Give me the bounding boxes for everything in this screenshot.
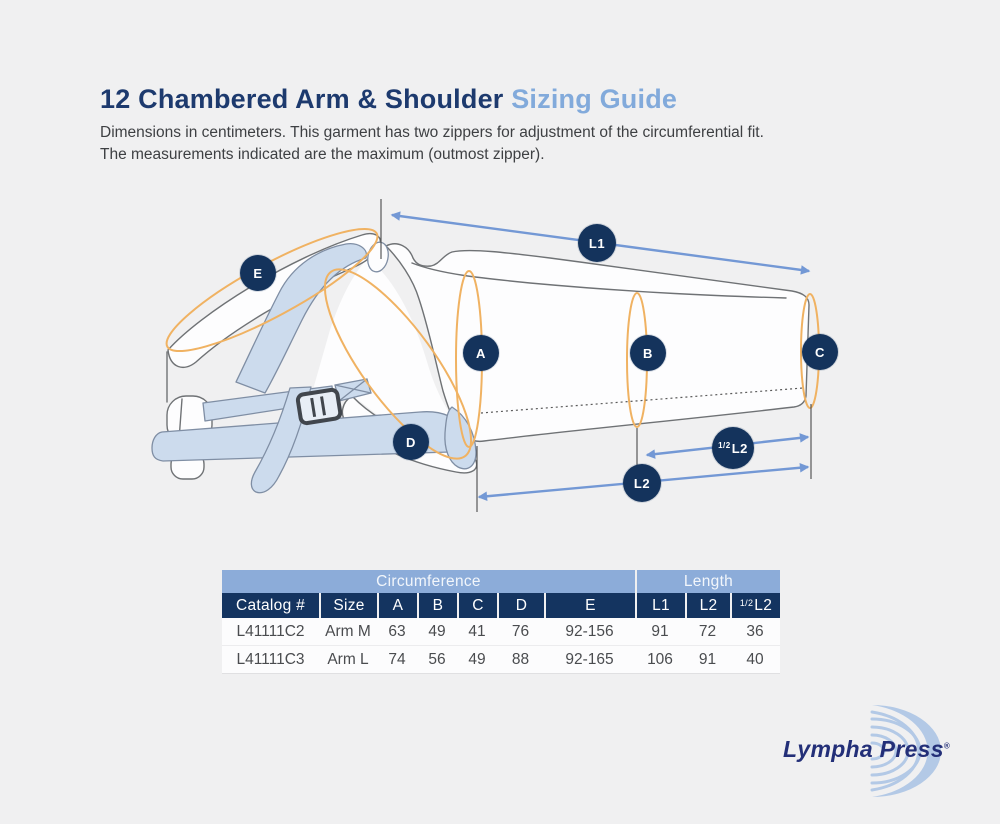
cell-size: Arm L	[319, 645, 377, 673]
lympha-press-logo: Lympha Press®	[780, 700, 970, 800]
badge-b: B	[630, 335, 666, 371]
cell-b: 56	[417, 645, 457, 673]
column-header-size: Size	[319, 593, 377, 618]
shoulder-sling-strap	[235, 243, 368, 394]
column-header-a: A	[377, 593, 417, 618]
page-description: Dimensions in centimeters. This garment …	[100, 122, 764, 166]
cell-c: 41	[457, 618, 497, 645]
garment-front-panel	[312, 258, 470, 448]
badge-half-l2: 1/2 L2	[712, 427, 754, 469]
page-title: 12 Chambered Arm & Shoulder Sizing Guide	[100, 84, 677, 115]
cell-a: 74	[377, 645, 417, 673]
column-header-catalog: Catalog #	[222, 593, 319, 618]
table-body: L41111C2 Arm M 63 49 41 76 92-156 91 72 …	[222, 618, 780, 674]
logo-text: Lympha Press	[783, 736, 944, 762]
cell-c: 49	[457, 645, 497, 673]
cell-l1: 91	[635, 618, 685, 645]
badge-l1: L1	[578, 224, 616, 262]
group-header-length: Length	[635, 570, 780, 593]
column-header-half-l2-sup: 1/2	[739, 597, 754, 608]
strap-buckle	[295, 387, 343, 426]
logo-ripples-icon	[870, 705, 941, 797]
description-line-1: Dimensions in centimeters. This garment …	[100, 124, 764, 141]
strap-end-cross	[334, 378, 372, 402]
column-header-c: C	[457, 593, 497, 618]
sizing-table: Circumference Length Catalog # Size A B …	[222, 570, 780, 674]
cell-e: 92-156	[544, 618, 635, 645]
badge-e: E	[240, 255, 276, 291]
cell-half-l2: 40	[730, 645, 780, 673]
page-title-main: 12 Chambered Arm & Shoulder	[100, 84, 504, 114]
column-header-b: B	[417, 593, 457, 618]
badge-l2-label: L2	[633, 475, 651, 491]
badge-b-label: B	[643, 345, 653, 361]
cell-d: 76	[497, 618, 544, 645]
column-header-l1: L1	[635, 593, 685, 618]
dotted-centerline	[480, 387, 804, 414]
cell-l1: 106	[635, 645, 685, 673]
cell-e: 92-165	[544, 645, 635, 673]
logo-registered-mark: ®	[943, 741, 951, 751]
column-header-e: E	[544, 593, 635, 618]
cell-l2: 91	[685, 645, 730, 673]
cell-half-l2: 36	[730, 618, 780, 645]
badge-e-label: E	[253, 265, 263, 281]
group-header-circumference: Circumference	[222, 570, 635, 593]
cell-b: 49	[417, 618, 457, 645]
column-header-half-l2-label: L2	[754, 596, 773, 614]
logo-wordmark: Lympha Press®	[783, 736, 950, 763]
column-header-d: D	[497, 593, 544, 618]
table-row: L41111C2 Arm M 63 49 41 76 92-156 91 72 …	[222, 618, 780, 645]
badge-a: A	[463, 335, 499, 371]
garment-illustration	[166, 232, 810, 480]
badge-c-label: C	[815, 344, 825, 360]
badge-c: C	[802, 334, 838, 370]
hanging-strap	[250, 386, 312, 494]
table-group-header-row: Circumference Length	[222, 570, 780, 593]
column-header-half-l2: 1/2 L2	[730, 593, 780, 618]
cell-catalog: L41111C2	[222, 618, 319, 645]
badge-half-l2-sup: 1/2	[718, 440, 731, 450]
badge-d: D	[393, 424, 429, 460]
badge-half-l2-label: L2	[731, 440, 748, 456]
badge-l1-label: L1	[588, 235, 606, 251]
page-title-accent: Sizing Guide	[511, 84, 678, 114]
dimension-ticks	[380, 199, 812, 512]
cell-l2: 72	[685, 618, 730, 645]
loop-d	[323, 268, 473, 460]
badge-d-label: D	[406, 434, 416, 450]
description-line-2: The measurements indicated are the maxim…	[100, 146, 545, 163]
cell-d: 88	[497, 645, 544, 673]
table-row: L41111C3 Arm L 74 56 49 88 92-165 106 91…	[222, 645, 780, 673]
cell-a: 63	[377, 618, 417, 645]
column-header-l2: L2	[685, 593, 730, 618]
badge-l2: L2	[623, 464, 661, 502]
cell-size: Arm M	[319, 618, 377, 645]
table-column-header-row: Catalog # Size A B C D E L1 L2 1/2 L2	[222, 593, 780, 618]
cell-catalog: L41111C3	[222, 645, 319, 673]
badge-a-label: A	[476, 345, 486, 361]
